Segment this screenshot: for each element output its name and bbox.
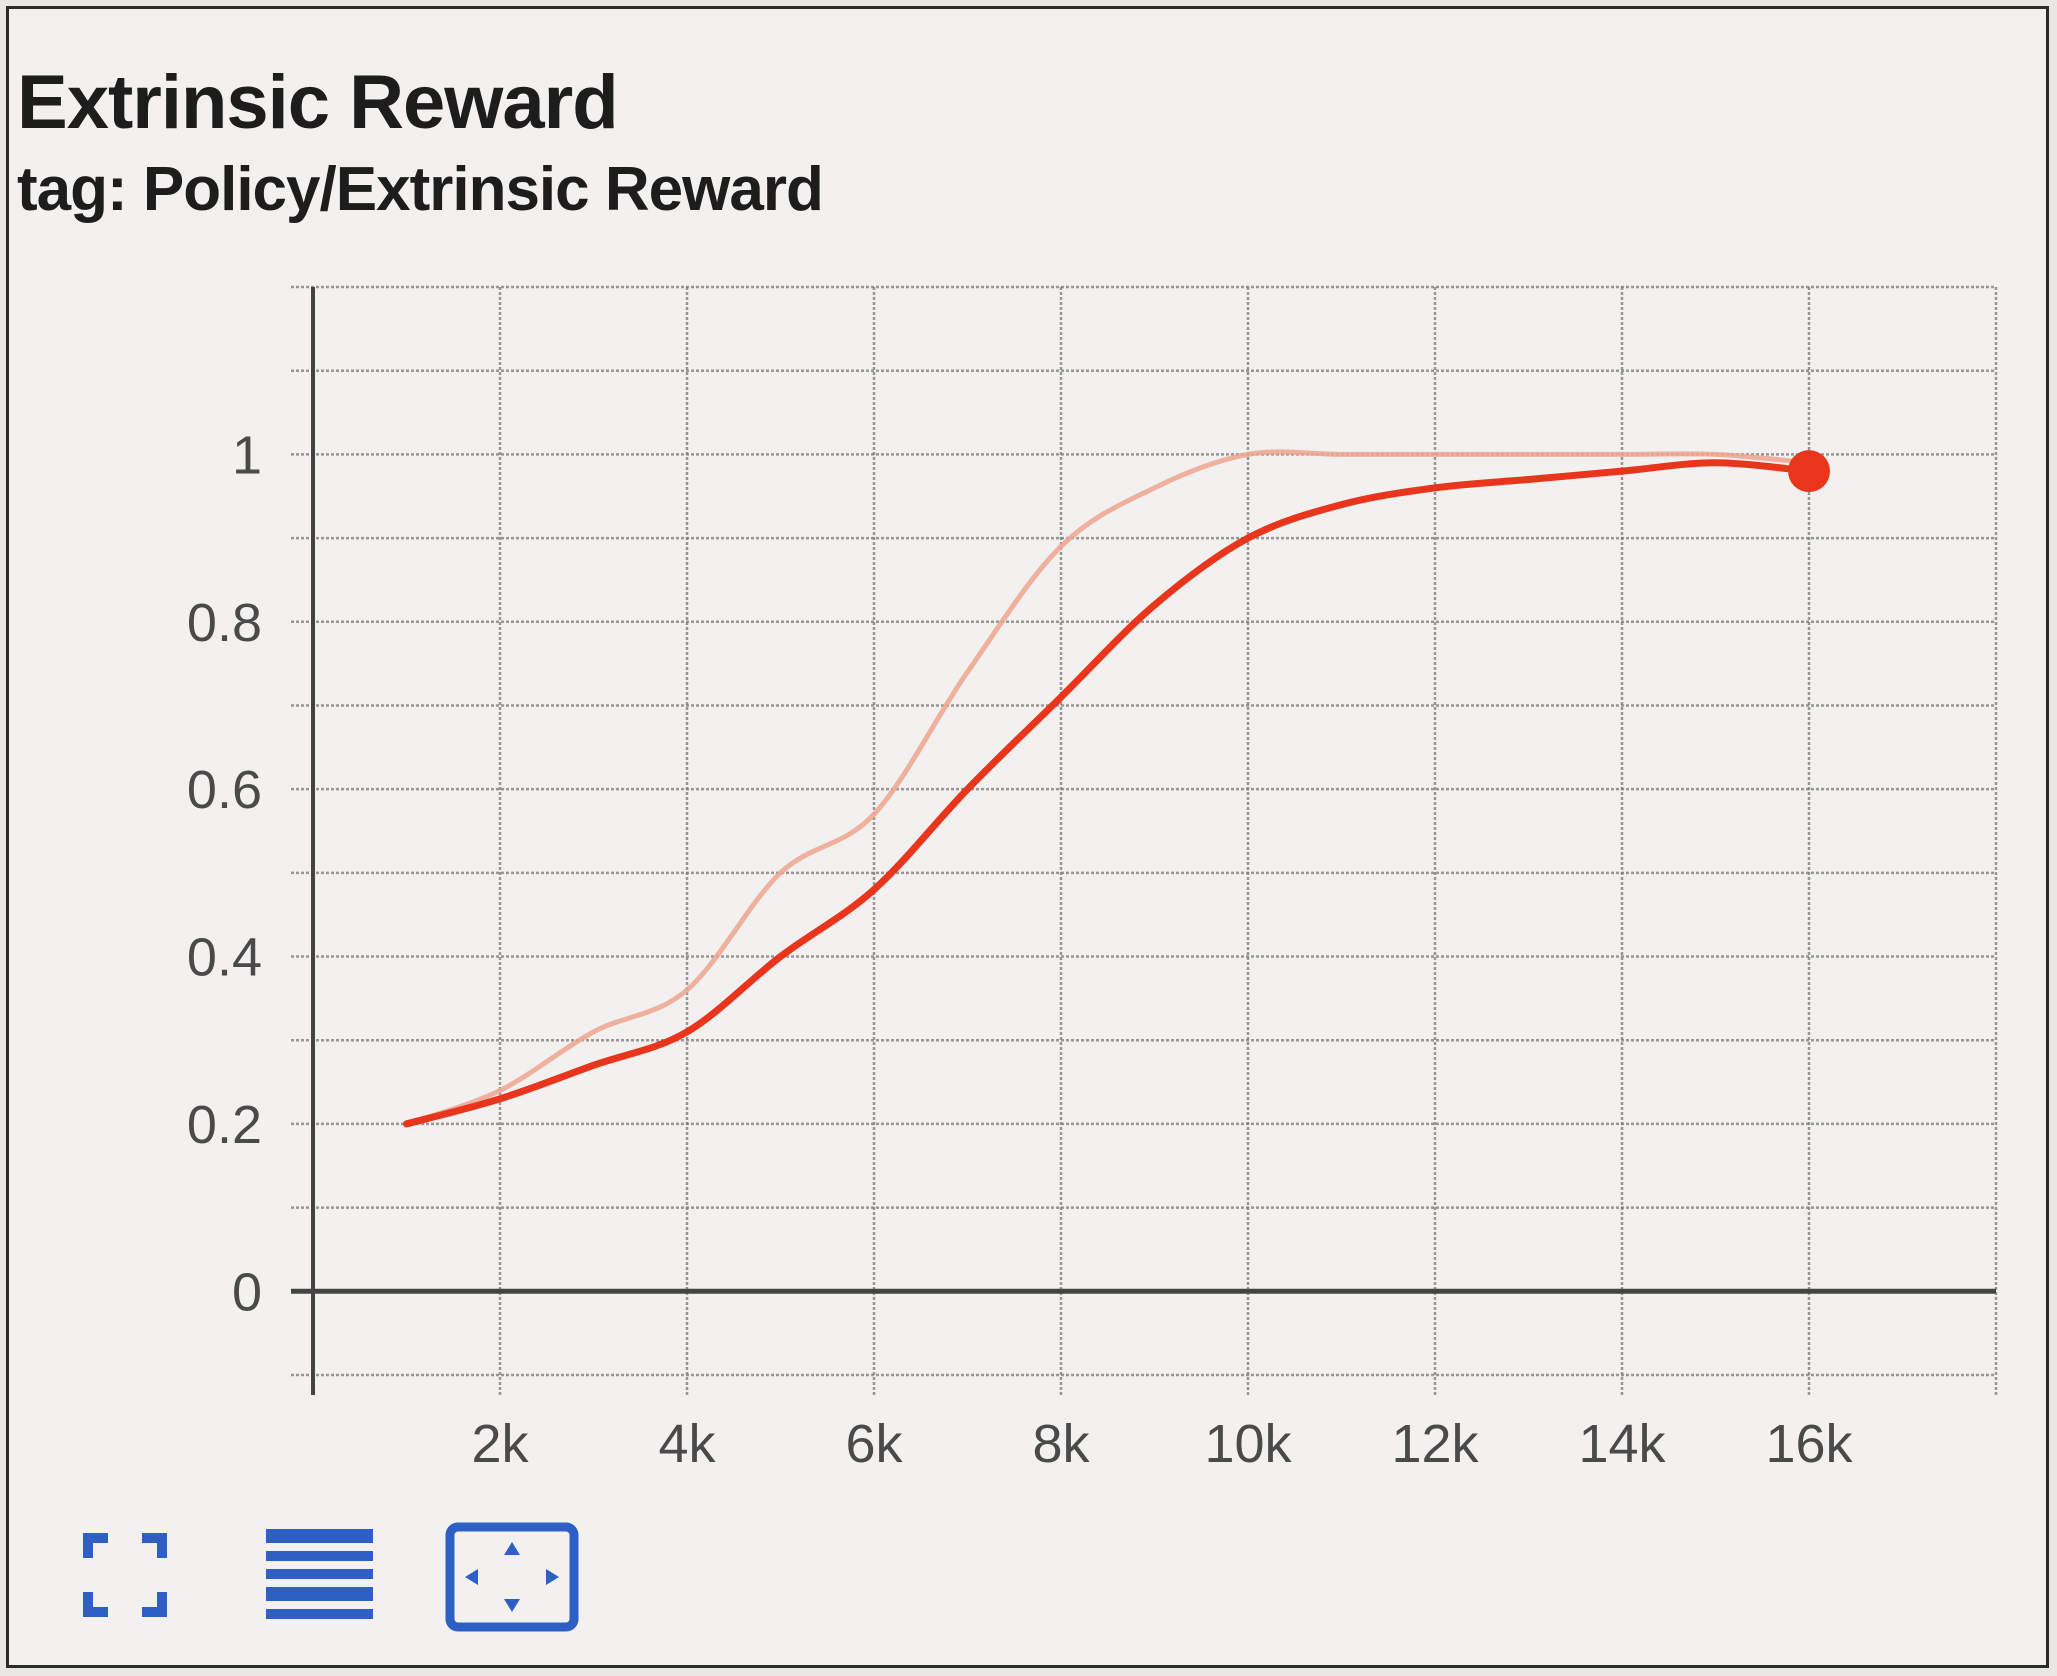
fit-domain-button[interactable]	[445, 1522, 579, 1632]
y-tick-label: 0.2	[187, 1095, 262, 1155]
y-tick-label: 1	[232, 425, 262, 485]
x-tick-label: 12k	[1391, 1414, 1479, 1474]
y-tick-label: 0.8	[187, 593, 262, 653]
y-tick-label: 0.4	[187, 928, 262, 988]
x-tick-label: 6k	[845, 1414, 903, 1474]
x-tick-label: 10k	[1204, 1414, 1292, 1474]
chart-title: Extrinsic Reward	[17, 60, 619, 145]
series-line-smoothed	[403, 459, 1813, 1128]
series-endpoint-marker	[1788, 450, 1830, 493]
fit-domain-icon	[445, 1522, 579, 1632]
x-tick-label: 8k	[1032, 1414, 1090, 1474]
fullscreen-button[interactable]	[80, 1530, 170, 1620]
y-tick-label: 0.6	[187, 760, 262, 820]
toggle-y-log-button[interactable]	[262, 1525, 377, 1627]
chart-subtitle: tag: Policy/Extrinsic Reward	[17, 155, 824, 224]
x-tick-label: 14k	[1578, 1414, 1666, 1474]
x-tick-label: 16k	[1765, 1414, 1853, 1474]
series-line-raw	[404, 449, 1812, 1127]
lines-icon	[266, 1529, 373, 1619]
y-tick-label: 0	[232, 1262, 262, 1322]
x-tick-label: 4k	[658, 1414, 716, 1474]
chart-card: Extrinsic Reward tag: Policy/Extrinsic R…	[6, 6, 2049, 1668]
x-tick-label: 2k	[471, 1414, 529, 1474]
fullscreen-icon	[83, 1533, 167, 1617]
